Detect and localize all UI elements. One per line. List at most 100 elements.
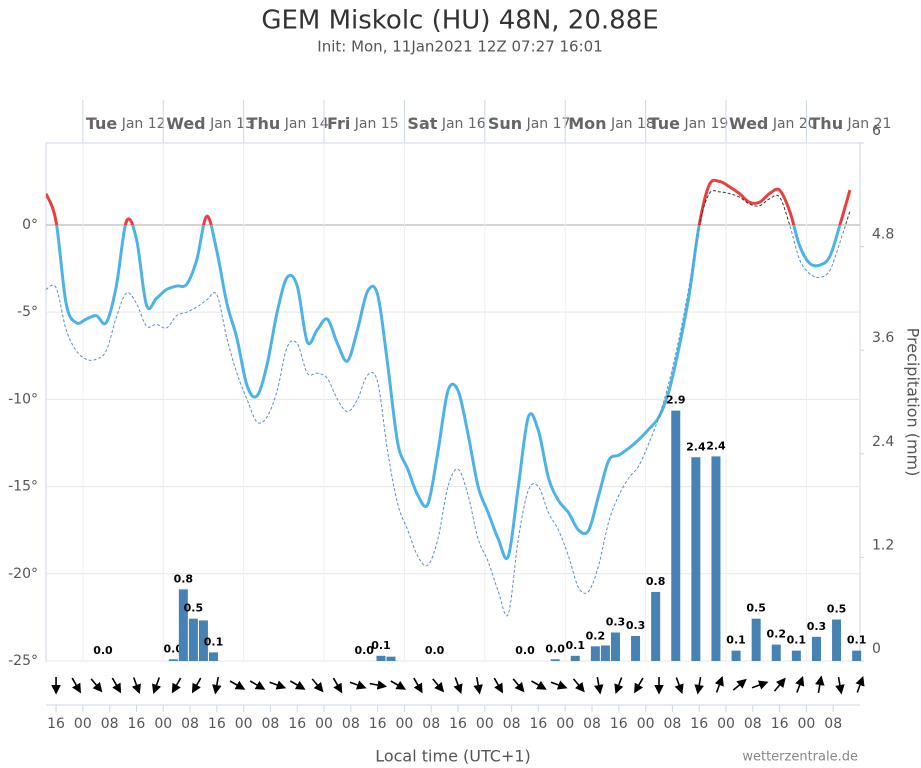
plot-frame — [45, 142, 861, 662]
x-tick-label: 00 — [74, 716, 92, 732]
bar-label: 2.4 — [686, 440, 706, 453]
bar-label: 0.2 — [767, 628, 787, 641]
x-tick-label: 00 — [717, 716, 735, 732]
wind-arrow — [493, 677, 504, 694]
precip-bar — [811, 636, 821, 661]
line-series — [46, 178, 852, 225]
bar-label: 0.3 — [626, 619, 646, 632]
bar-label: 0.0 — [164, 642, 184, 655]
precip-bar — [590, 646, 600, 661]
wind-arrow — [131, 677, 141, 695]
x-tick-label: 08 — [583, 716, 601, 732]
wind-arrow — [512, 678, 525, 693]
bar-label: 0.0 — [545, 642, 565, 655]
wind-arrow — [349, 680, 367, 690]
y-tick-label: 0° — [22, 217, 38, 233]
wind-arrow — [634, 677, 644, 694]
x-axis-title: Local time (UTC+1) — [375, 747, 531, 766]
wind-arrow — [311, 678, 324, 693]
precip-bar — [610, 632, 620, 661]
wind-arrow — [773, 677, 786, 692]
bar-label: 0.0 — [354, 644, 374, 657]
x-tick-label: 00 — [637, 716, 655, 732]
precip-bar — [208, 652, 218, 661]
top-tick-label: Thu Jan 21 — [809, 114, 891, 133]
wind-arrow — [413, 677, 423, 694]
bar-label: 0.1 — [787, 634, 807, 647]
precip-bar — [376, 655, 386, 661]
wind-arrow — [732, 678, 747, 691]
y-tick-label: -5° — [17, 304, 38, 320]
bar-label: 0.8 — [174, 572, 194, 585]
y2-tick-label: 4.8 — [872, 227, 894, 243]
y-tick-label: -20° — [8, 566, 38, 582]
wind-arrow — [171, 677, 182, 694]
precip-bar — [852, 650, 862, 661]
bar-label: 0.1 — [847, 634, 867, 647]
x-tick-label: 16 — [449, 716, 467, 732]
bar-label: 0.0 — [515, 644, 535, 657]
top-tick-label: Fri Jan 15 — [327, 114, 399, 133]
wind-arrow — [229, 680, 246, 690]
bar-label: 0.0 — [425, 644, 445, 657]
bar-label: 0.1 — [726, 634, 746, 647]
x-tick-label: 08 — [101, 716, 119, 732]
top-tick-label: Tue Jan 19 — [649, 114, 729, 133]
x-tick-label: 16 — [771, 716, 789, 732]
top-tick-label: Thu Jan 14 — [247, 114, 329, 133]
precip-bar — [671, 410, 681, 661]
top-tick-label: Sat Jan 16 — [407, 114, 485, 133]
y-tick-label: -25° — [8, 653, 38, 669]
bar-label: 0.3 — [807, 620, 827, 633]
precip-bar — [751, 618, 761, 661]
bar-label: 0.1 — [204, 635, 224, 648]
precip-bar — [178, 589, 188, 661]
wind-arrow — [815, 675, 825, 694]
wind-arrow — [473, 676, 483, 695]
chart-title: GEM Miskolc (HU) 48N, 20.88E — [261, 6, 658, 36]
top-tick-label: Sun Jan 17 — [488, 114, 571, 133]
precip-bar — [570, 655, 580, 661]
x-tick-label: 16 — [47, 716, 65, 732]
y-tick-label: -15° — [8, 479, 38, 495]
bar-label: 0.8 — [646, 575, 666, 588]
line-series — [55, 224, 842, 560]
precip-bar — [771, 644, 781, 661]
bar-label: 0.3 — [606, 616, 626, 629]
precip-bar — [631, 635, 641, 661]
x-tick-label: 00 — [556, 716, 574, 732]
wind-arrow — [71, 677, 81, 694]
x-tick-label: 08 — [824, 716, 842, 732]
y-tick-label: -10° — [8, 391, 38, 407]
x-tick-label: 00 — [235, 716, 253, 732]
x-tick-label: 16 — [128, 716, 146, 732]
wind-arrow — [152, 677, 162, 695]
wind-arrow — [453, 677, 463, 695]
y2-tick-label: 2.4 — [872, 434, 894, 450]
wind-arrow — [369, 680, 388, 690]
precip-bar — [711, 456, 721, 661]
bar-label: 0.2 — [586, 629, 606, 642]
wind-arrow — [212, 676, 222, 695]
precip-bar — [550, 659, 560, 661]
x-tick-label: 08 — [422, 716, 440, 732]
top-tick-label: Wed Jan 13 — [166, 114, 254, 133]
wind-arrow — [751, 680, 769, 690]
x-tick-label: 16 — [610, 716, 628, 732]
wind-arrow — [191, 677, 202, 694]
wind-arrow — [249, 680, 266, 690]
bar-label: 0.5 — [184, 602, 204, 615]
bar-label: 0.0 — [93, 644, 113, 657]
precip-bar — [832, 619, 842, 661]
precip-bar — [188, 618, 198, 661]
precip-bar — [731, 650, 741, 661]
y2-tick-label: 0 — [872, 641, 881, 657]
precip-bar — [791, 650, 801, 661]
precip-bar — [168, 659, 178, 661]
credit: wetterzentrale.de — [742, 750, 858, 765]
x-tick-label: 16 — [288, 716, 306, 732]
wind-arrow — [289, 680, 306, 690]
x-tick-label: 00 — [315, 716, 333, 732]
chart-subtitle: Init: Mon, 11Jan2021 12Z 07:27 16:01 — [317, 38, 602, 56]
